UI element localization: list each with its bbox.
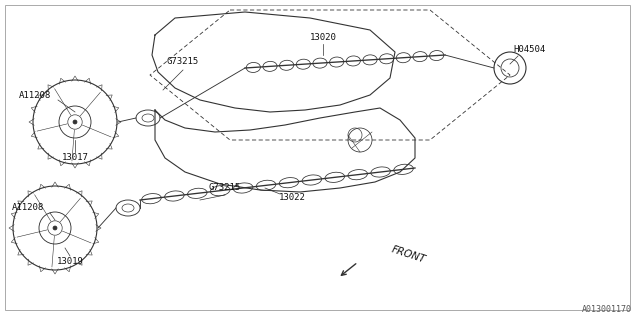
Text: A11208: A11208 [12, 204, 44, 212]
Text: A013001170: A013001170 [582, 305, 632, 314]
Text: FRONT: FRONT [390, 245, 427, 265]
Text: H04504: H04504 [514, 45, 546, 54]
Text: 13019: 13019 [56, 258, 83, 267]
Circle shape [53, 226, 57, 230]
Text: 13017: 13017 [61, 154, 88, 163]
Circle shape [73, 120, 77, 124]
Text: G73215: G73215 [209, 183, 241, 193]
Text: 13020: 13020 [310, 34, 337, 43]
Text: A11208: A11208 [19, 91, 51, 100]
Text: 13022: 13022 [278, 194, 305, 203]
Text: G73215: G73215 [167, 58, 199, 67]
